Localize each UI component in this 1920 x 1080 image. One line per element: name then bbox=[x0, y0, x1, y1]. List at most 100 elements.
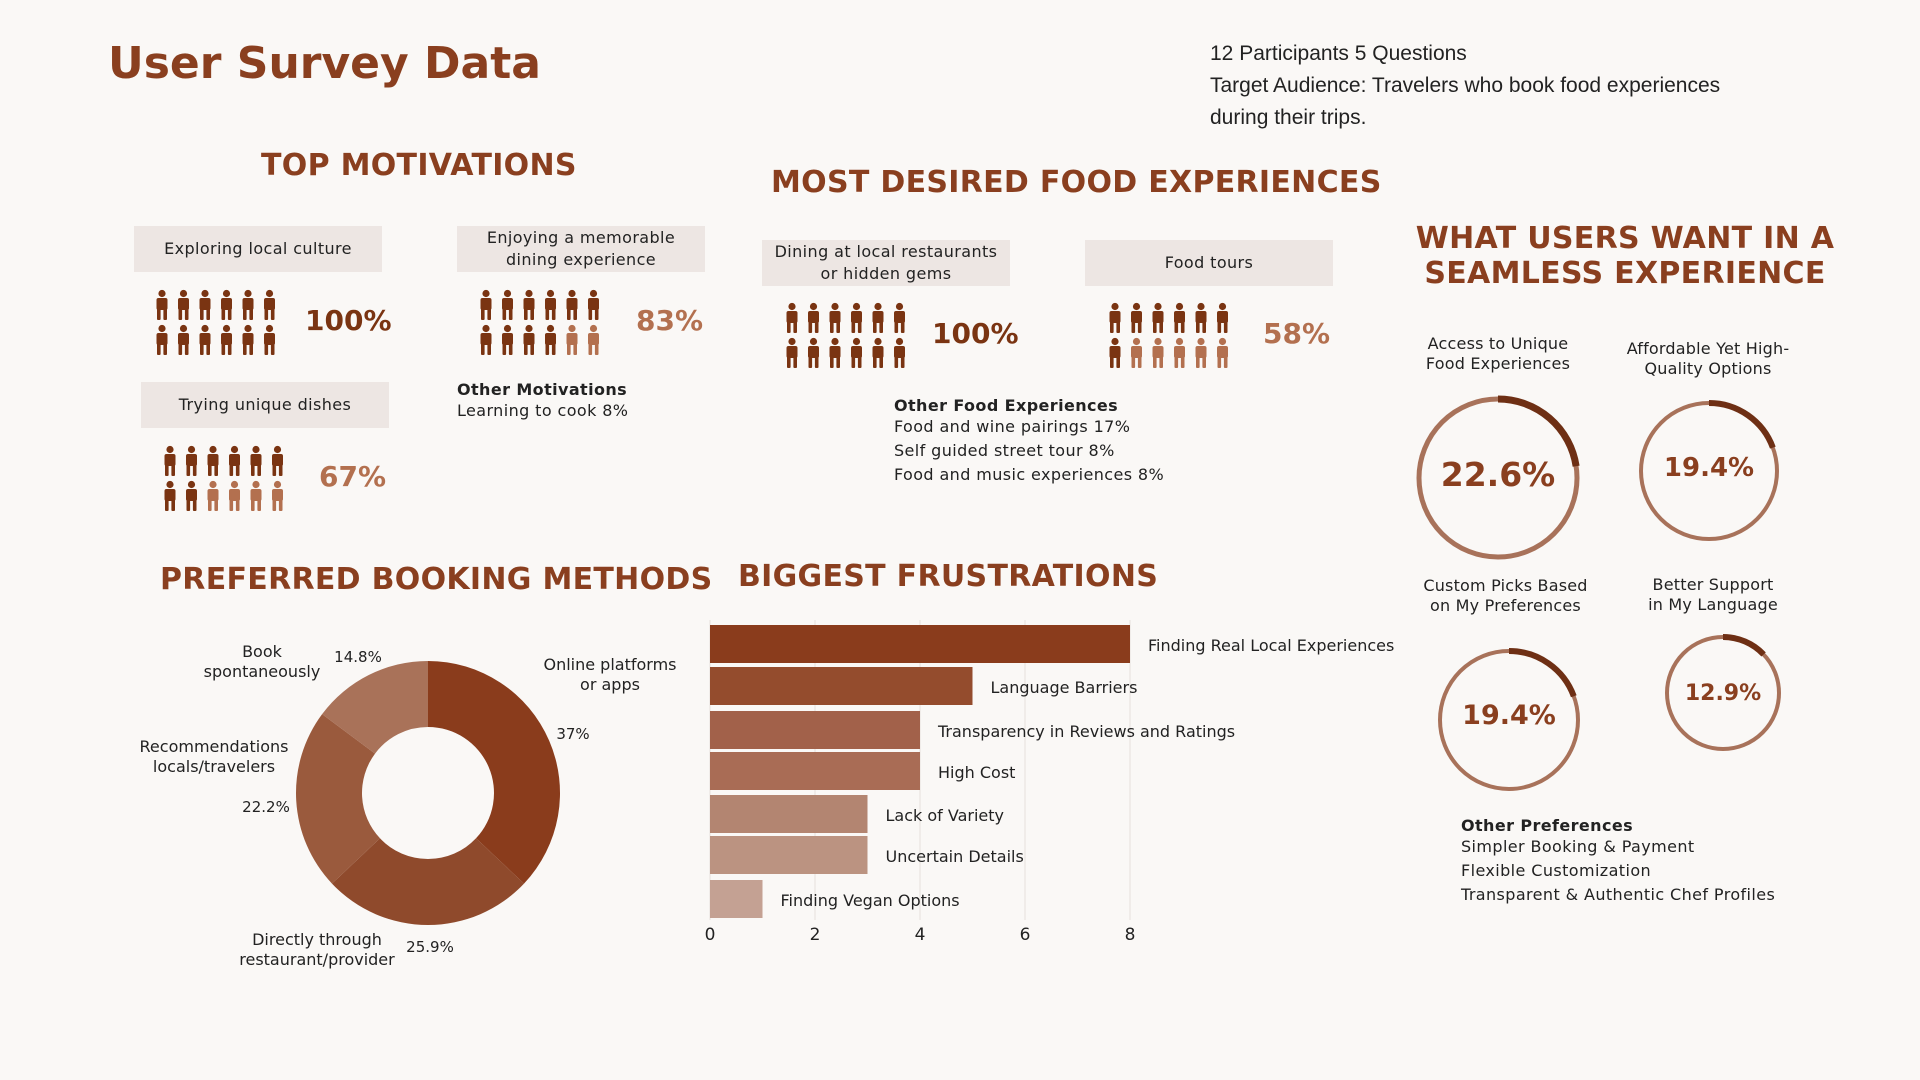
other-preferences: Other Preferences Simpler Booking & Paym… bbox=[1461, 816, 1775, 907]
person-icon bbox=[566, 289, 578, 320]
info-line-1: 12 Participants 5 Questions bbox=[1210, 42, 1467, 65]
x-tick-label: 0 bbox=[705, 925, 716, 945]
motivation-pct-1: 100% bbox=[305, 304, 392, 337]
slice-label: Book spontaneously bbox=[204, 642, 321, 681]
person-icon bbox=[851, 337, 862, 368]
person-icon bbox=[480, 324, 492, 355]
other-food-experiences: Other Food Experiences Food and wine pai… bbox=[894, 396, 1164, 487]
other-preference-line: Simpler Booking & Payment bbox=[1461, 837, 1695, 856]
bar bbox=[710, 795, 868, 833]
person-icon bbox=[588, 324, 599, 355]
seamless-heading-line-2: SEAMLESS EXPERIENCE bbox=[1424, 256, 1826, 291]
person-icon bbox=[808, 302, 819, 333]
person-icon bbox=[207, 445, 219, 476]
donut-slice bbox=[331, 838, 525, 925]
page-title: User Survey Data bbox=[108, 38, 541, 89]
person-icon bbox=[186, 480, 197, 511]
seamless-heading-line-1: WHAT USERS WANT IN A bbox=[1415, 221, 1835, 256]
donut-slice bbox=[296, 714, 380, 884]
person-icon bbox=[786, 302, 798, 333]
motivation-pct-2: 83% bbox=[636, 304, 704, 337]
bar-label: High Cost bbox=[938, 763, 1015, 782]
other-food-line: Food and wine pairings 17% bbox=[894, 417, 1131, 436]
ring-label-4: Better Support in My Language bbox=[1648, 575, 1778, 614]
slice-value: 25.9% bbox=[406, 938, 454, 956]
motivation-label-1: Exploring local culture bbox=[134, 226, 382, 272]
people-icons-motivation-3 bbox=[164, 445, 283, 511]
person-icon bbox=[229, 480, 240, 511]
booking-donut-chart: Online platforms or apps 37% Directly throu… bbox=[140, 642, 677, 969]
person-icon bbox=[1174, 337, 1185, 368]
x-tick-label: 4 bbox=[915, 925, 926, 945]
slice-value: 37% bbox=[556, 725, 589, 743]
person-icon bbox=[545, 289, 556, 320]
other-motivation-line: Learning to cook 8% bbox=[457, 401, 629, 420]
ring-label-2: Affordable Yet High-Quality Options bbox=[1626, 339, 1790, 378]
food-pct-2: 58% bbox=[1263, 317, 1331, 350]
ring-progress bbox=[1415, 395, 1581, 561]
people-icons-food-1 bbox=[786, 302, 905, 368]
ring-value-2: 19.4% bbox=[1663, 453, 1755, 483]
ring-chart-4 bbox=[1664, 634, 1782, 752]
ring-value-1: 22.6% bbox=[1440, 455, 1556, 494]
person-icon bbox=[229, 445, 240, 476]
person-icon bbox=[221, 289, 232, 320]
person-icon bbox=[178, 289, 189, 320]
person-icon bbox=[1174, 302, 1185, 333]
person-icon bbox=[523, 324, 535, 355]
person-icon bbox=[199, 289, 211, 320]
other-food-line: Self guided street tour 8% bbox=[894, 441, 1115, 460]
slice-value: 22.2% bbox=[242, 798, 290, 816]
x-tick-label: 2 bbox=[810, 925, 821, 945]
person-icon bbox=[872, 302, 884, 333]
person-icon bbox=[1109, 337, 1121, 368]
other-motivations: Other Motivations Learning to cook 8% bbox=[457, 380, 628, 423]
motivations-heading: TOP MOTIVATIONS bbox=[261, 148, 577, 183]
seamless-heading: WHAT USERS WANT IN A SEAMLESS EXPERIENCE bbox=[1380, 221, 1870, 291]
person-icon bbox=[250, 445, 262, 476]
bar-label: Lack of Variety bbox=[886, 806, 1005, 825]
person-icon bbox=[272, 445, 283, 476]
bar-label: Finding Vegan Options bbox=[781, 891, 960, 910]
person-icon bbox=[502, 324, 513, 355]
person-icon bbox=[588, 289, 599, 320]
donut-slice bbox=[322, 661, 428, 754]
ring-progress bbox=[1437, 648, 1581, 792]
person-icon bbox=[250, 480, 262, 511]
person-icon bbox=[894, 337, 905, 368]
people-icons-motivation-2 bbox=[480, 289, 599, 355]
person-icon bbox=[1131, 337, 1142, 368]
person-icon bbox=[156, 324, 168, 355]
person-icon bbox=[1109, 302, 1121, 333]
bar-label: Transparency in Reviews and Ratings bbox=[937, 722, 1235, 741]
bar bbox=[710, 836, 868, 874]
person-icon bbox=[523, 289, 535, 320]
person-icon bbox=[186, 445, 197, 476]
person-icon bbox=[221, 324, 232, 355]
motivation-label-3: Trying unique dishes bbox=[141, 382, 389, 428]
bar bbox=[710, 752, 920, 790]
motivation-pct-3: 67% bbox=[319, 460, 387, 493]
person-icon bbox=[786, 337, 798, 368]
person-icon bbox=[872, 337, 884, 368]
person-icon bbox=[1152, 337, 1164, 368]
other-food-title: Other Food Experiences bbox=[894, 396, 1119, 415]
person-icon bbox=[894, 302, 905, 333]
person-icon bbox=[242, 289, 254, 320]
person-icon bbox=[1217, 337, 1228, 368]
ring-progress bbox=[1638, 400, 1780, 542]
food-experiences-heading: MOST DESIRED FOOD EXPERIENCES bbox=[771, 165, 1382, 200]
person-icon bbox=[1217, 302, 1228, 333]
person-icon bbox=[164, 480, 176, 511]
ring-label-3: Custom Picks Based on My Preferences bbox=[1423, 576, 1588, 615]
person-icon bbox=[199, 324, 211, 355]
donut-slice bbox=[428, 661, 560, 884]
person-icon bbox=[545, 324, 556, 355]
person-icon bbox=[164, 445, 176, 476]
person-icon bbox=[272, 480, 283, 511]
people-icons-food-2 bbox=[1109, 302, 1228, 368]
bar-label: Uncertain Details bbox=[886, 847, 1024, 866]
person-icon bbox=[178, 324, 189, 355]
survey-info: 12 Participants 5 Questions Target Audie… bbox=[1210, 38, 1720, 134]
other-preference-line: Transparent & Authentic Chef Profiles bbox=[1461, 885, 1776, 904]
